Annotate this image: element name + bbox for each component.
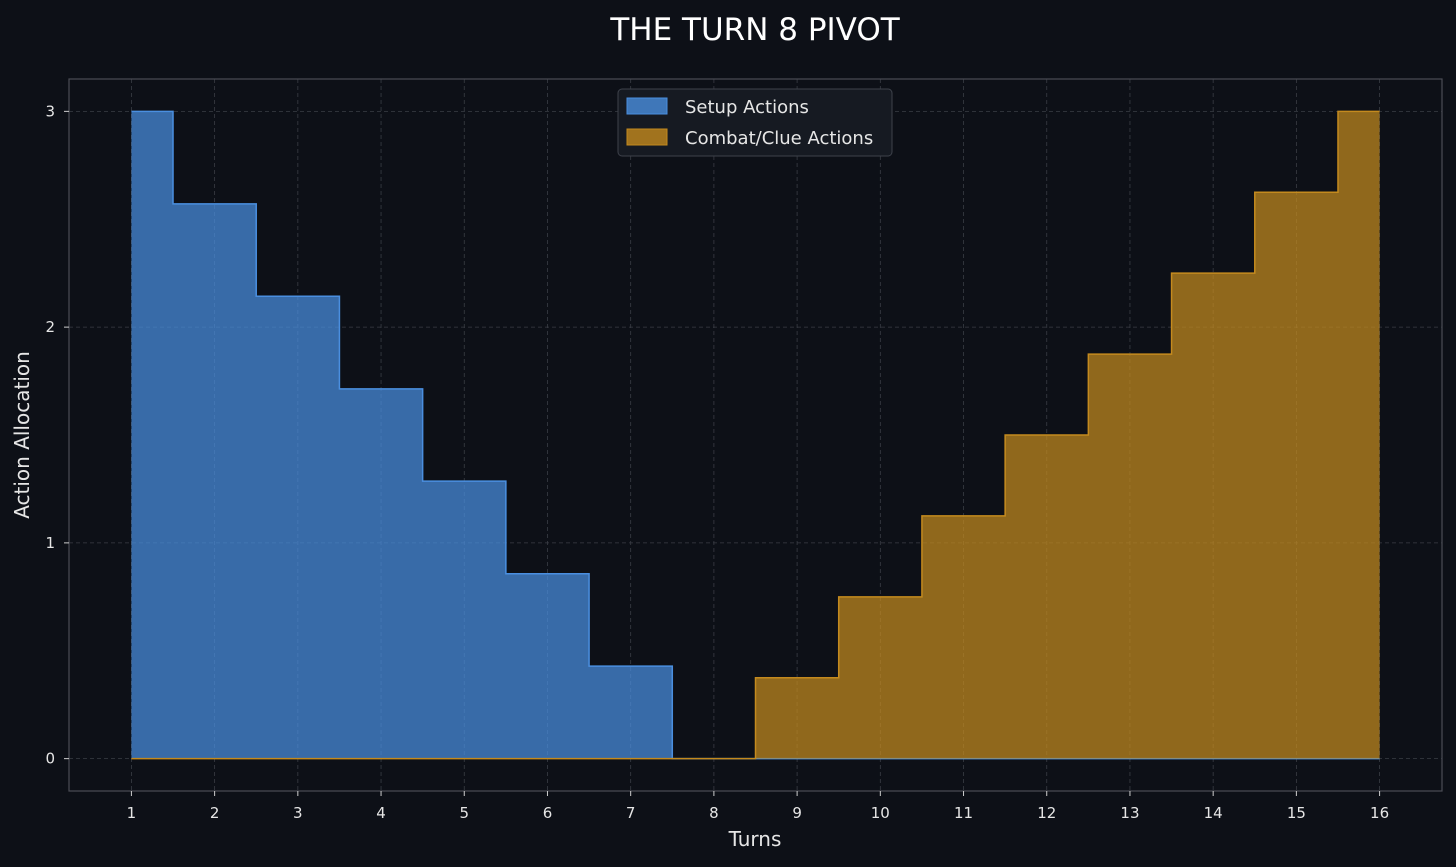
x-tick-label: 6 [543, 804, 553, 822]
legend: Setup Actions Combat/Clue Actions [617, 88, 893, 157]
x-tick-label: 2 [210, 804, 220, 822]
legend-box [617, 88, 893, 157]
x-tick-label: 3 [293, 804, 303, 822]
series-area-1 [131, 111, 1380, 759]
x-tick-label: 12 [1037, 804, 1056, 822]
x-tick-label: 16 [1370, 804, 1389, 822]
x-tick-label: 8 [709, 804, 719, 822]
y-tick-label: 1 [45, 534, 55, 552]
x-tick-label: 15 [1287, 804, 1306, 822]
legend-swatch [626, 128, 668, 146]
x-tick-label: 10 [871, 804, 890, 822]
y-tick-label: 3 [45, 102, 55, 120]
series-line-2 [131, 110, 1380, 760]
x-tick-label: 9 [792, 804, 802, 822]
plot-frame [68, 78, 1443, 792]
x-tick-label: 4 [376, 804, 386, 822]
chart-title: THE TURN 8 PIVOT [609, 12, 900, 48]
x-tick-label: 1 [127, 804, 137, 822]
x-tick-label: 14 [1204, 804, 1223, 822]
x-tick-label: 11 [954, 804, 973, 822]
legend-label: Setup Actions [685, 97, 809, 118]
y-tick-label: 2 [45, 318, 55, 336]
x-tick-label: 7 [626, 804, 636, 822]
series-area-2 [131, 111, 1380, 759]
legend-label: Combat/Clue Actions [685, 128, 873, 149]
legend-swatch [626, 97, 668, 115]
x-axis-label: Turns [728, 827, 782, 851]
y-tick-label: 0 [45, 750, 55, 768]
y-axis-label: Action Allocation [10, 351, 34, 519]
x-tick-label: 13 [1120, 804, 1139, 822]
x-tick-label: 5 [459, 804, 469, 822]
series-layer [131, 110, 1380, 760]
